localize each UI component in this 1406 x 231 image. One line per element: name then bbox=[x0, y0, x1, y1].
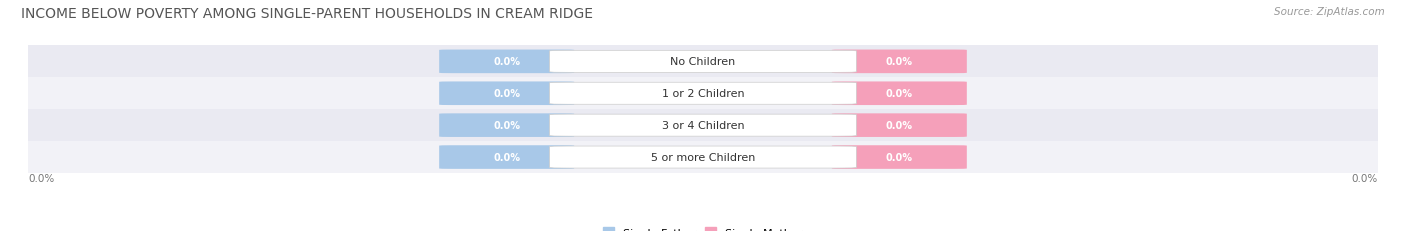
Text: 5 or more Children: 5 or more Children bbox=[651, 152, 755, 162]
Bar bbox=[28, 141, 1378, 173]
Text: 0.0%: 0.0% bbox=[1351, 173, 1378, 183]
FancyBboxPatch shape bbox=[439, 50, 574, 74]
FancyBboxPatch shape bbox=[550, 115, 856, 137]
FancyBboxPatch shape bbox=[832, 146, 967, 169]
FancyBboxPatch shape bbox=[832, 114, 967, 137]
FancyBboxPatch shape bbox=[832, 50, 967, 74]
Text: 0.0%: 0.0% bbox=[494, 121, 520, 131]
FancyBboxPatch shape bbox=[439, 82, 574, 106]
Text: 0.0%: 0.0% bbox=[886, 152, 912, 162]
Text: 0.0%: 0.0% bbox=[494, 57, 520, 67]
Text: 0.0%: 0.0% bbox=[886, 89, 912, 99]
Bar bbox=[28, 78, 1378, 110]
Bar bbox=[28, 110, 1378, 141]
Text: 0.0%: 0.0% bbox=[886, 121, 912, 131]
Text: 1 or 2 Children: 1 or 2 Children bbox=[662, 89, 744, 99]
FancyBboxPatch shape bbox=[832, 82, 967, 106]
Text: 0.0%: 0.0% bbox=[886, 57, 912, 67]
Text: No Children: No Children bbox=[671, 57, 735, 67]
FancyBboxPatch shape bbox=[439, 114, 574, 137]
Text: INCOME BELOW POVERTY AMONG SINGLE-PARENT HOUSEHOLDS IN CREAM RIDGE: INCOME BELOW POVERTY AMONG SINGLE-PARENT… bbox=[21, 7, 593, 21]
FancyBboxPatch shape bbox=[550, 83, 856, 105]
Text: 0.0%: 0.0% bbox=[28, 173, 55, 183]
Text: 0.0%: 0.0% bbox=[494, 152, 520, 162]
FancyBboxPatch shape bbox=[439, 146, 574, 169]
FancyBboxPatch shape bbox=[550, 51, 856, 73]
FancyBboxPatch shape bbox=[550, 146, 856, 168]
Text: 0.0%: 0.0% bbox=[494, 89, 520, 99]
Bar bbox=[28, 46, 1378, 78]
Text: 3 or 4 Children: 3 or 4 Children bbox=[662, 121, 744, 131]
Legend: Single Father, Single Mother: Single Father, Single Mother bbox=[603, 227, 803, 231]
Text: Source: ZipAtlas.com: Source: ZipAtlas.com bbox=[1274, 7, 1385, 17]
